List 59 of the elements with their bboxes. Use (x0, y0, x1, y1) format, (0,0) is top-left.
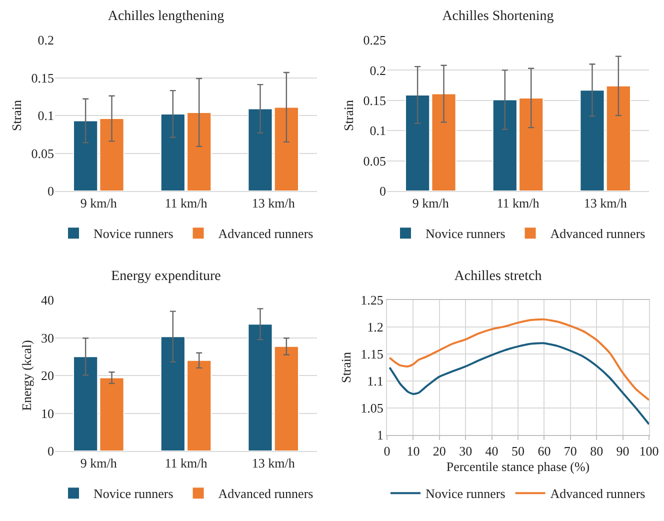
x-tick-label: 20 (432, 444, 446, 459)
x-tick-label: 13 km/h (252, 196, 296, 211)
y-tick-label: 0.2 (38, 32, 54, 48)
legend-label: Novice runners (94, 486, 174, 502)
legend-label: Advanced runners (550, 226, 646, 242)
y-tick-label: 0.1 (38, 108, 54, 124)
x-tick-label: 50 (512, 444, 524, 459)
chart-title: Achilles stretch (454, 269, 542, 284)
x-tick-label: 13 km/h (584, 196, 628, 211)
x-tick-label: 9 km/h (80, 456, 118, 471)
x-tick-label: 30 (459, 444, 472, 459)
chart-title: Achilles lengthening (108, 9, 224, 24)
y-tick-label: 0.15 (363, 92, 386, 108)
y-tick-label: 0.15 (31, 70, 54, 86)
legend-label: Novice runners (426, 486, 506, 502)
y-axis-title: Strain (9, 99, 24, 132)
y-tick-label: 0.25 (363, 32, 386, 48)
y-tick-label: 40 (41, 292, 54, 308)
y-tick-label: 20 (41, 368, 54, 384)
y-tick-label: 0.05 (31, 146, 54, 161)
x-tick-label: 11 km/h (164, 196, 208, 211)
x-tick-label: 9 km/h (80, 196, 118, 211)
y-tick-label: 30 (41, 330, 54, 346)
y-tick-label: 0.05 (363, 153, 386, 168)
x-tick-label: 90 (616, 444, 630, 459)
x-tick-label: 80 (590, 444, 604, 459)
x-tick-label: 9 km/h (412, 196, 450, 211)
y-tick-label: 1.25 (360, 292, 384, 308)
y-tick-label: 0.2 (370, 62, 386, 78)
legend-label: Novice runners (94, 226, 174, 242)
line-series (388, 318, 649, 401)
y-tick-label: 1.2 (367, 320, 384, 335)
legend-label: Advanced runners (218, 226, 314, 242)
y-axis-title: Energy (kcal) (18, 340, 34, 411)
y-tick-label: 1.15 (360, 346, 384, 362)
y-tick-label: 10 (41, 406, 54, 421)
x-tick-label: 11 km/h (496, 196, 540, 211)
x-tick-label: 70 (564, 444, 577, 459)
x-tick-label: 13 km/h (252, 456, 296, 471)
chart-title: Achilles Shortening (442, 9, 554, 24)
x-tick-label: 11 km/h (164, 456, 208, 471)
y-tick-label: 0 (48, 184, 54, 199)
x-tick-label: 100 (639, 444, 659, 459)
x-tick-label: 60 (538, 444, 551, 459)
y-tick-label: 1.1 (367, 374, 384, 389)
y-axis-title: Strain (338, 351, 354, 384)
x-axis-title: Percentile stance phase (%) (446, 459, 590, 474)
line-series (388, 342, 649, 426)
x-tick-label: 10 (406, 444, 420, 459)
y-axis-title: Strain (341, 99, 356, 132)
y-tick-label: 1 (376, 428, 384, 443)
legend-label: Novice runners (426, 226, 506, 242)
y-tick-label: 0 (380, 184, 386, 199)
legend-label: Advanced runners (218, 486, 314, 502)
chart-title: Energy expenditure (111, 269, 221, 284)
y-tick-label: 0.1 (370, 123, 386, 138)
legend-label: Advanced runners (550, 486, 646, 502)
x-tick-label: 40 (485, 444, 498, 459)
y-tick-label: 1.05 (360, 400, 384, 416)
